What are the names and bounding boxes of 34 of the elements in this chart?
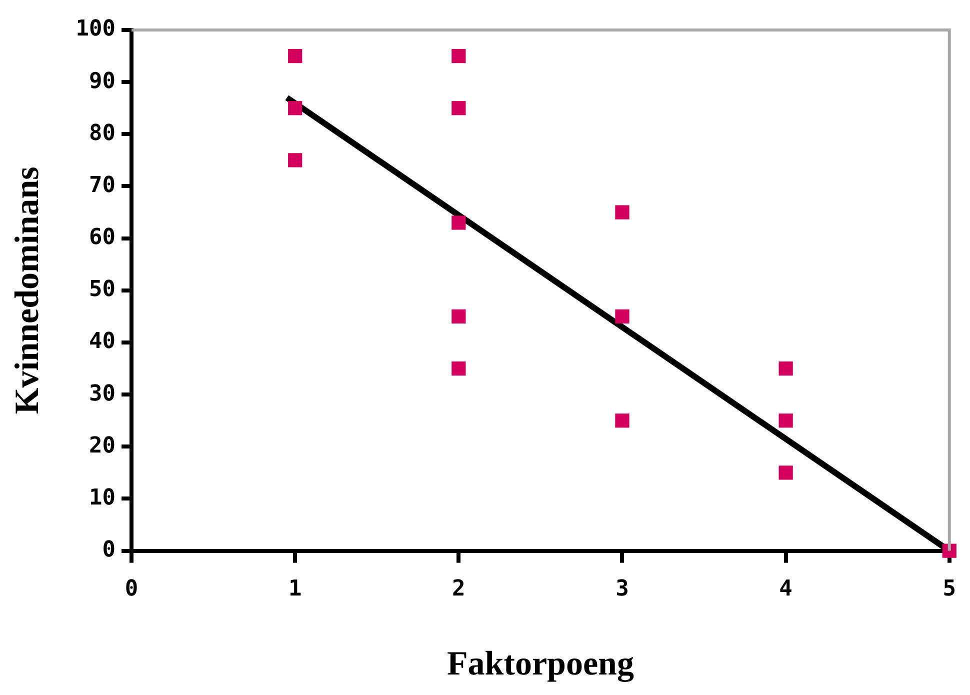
x-tick-label: 0 <box>124 576 138 602</box>
x-tick-label: 4 <box>779 576 792 602</box>
x-tick-label: 3 <box>616 576 629 602</box>
x-tick-label: 1 <box>288 576 302 602</box>
y-tick-label: 100 <box>76 16 116 42</box>
x-tick-label: 5 <box>942 576 956 602</box>
x-axis-title: Faktorpoeng <box>446 645 634 682</box>
point <box>615 205 630 220</box>
y-axis-title: Kvinnedominans <box>9 166 46 414</box>
y-tick-label: 90 <box>89 68 116 94</box>
y-tick-label: 20 <box>89 433 116 458</box>
point <box>288 48 302 64</box>
y-tick-label: 70 <box>89 172 116 198</box>
y-tick-label: 50 <box>89 277 116 302</box>
point <box>942 544 956 558</box>
y-tick-label: 40 <box>89 329 116 354</box>
y-tick-label: 10 <box>89 485 116 510</box>
y-tick-label: 30 <box>89 381 116 406</box>
point <box>778 466 793 480</box>
point <box>288 101 302 116</box>
point <box>452 48 466 64</box>
y-tick-label: 80 <box>89 120 116 146</box>
point <box>452 216 466 230</box>
point <box>452 101 466 116</box>
point <box>288 153 302 168</box>
point <box>452 361 466 376</box>
point <box>452 309 466 324</box>
y-tick-label: 0 <box>102 538 116 563</box>
point <box>778 361 793 376</box>
x-tick-label: 2 <box>452 576 466 602</box>
y-tick-label: 60 <box>89 225 116 250</box>
point <box>615 414 630 428</box>
point <box>615 309 630 324</box>
point <box>778 414 793 428</box>
